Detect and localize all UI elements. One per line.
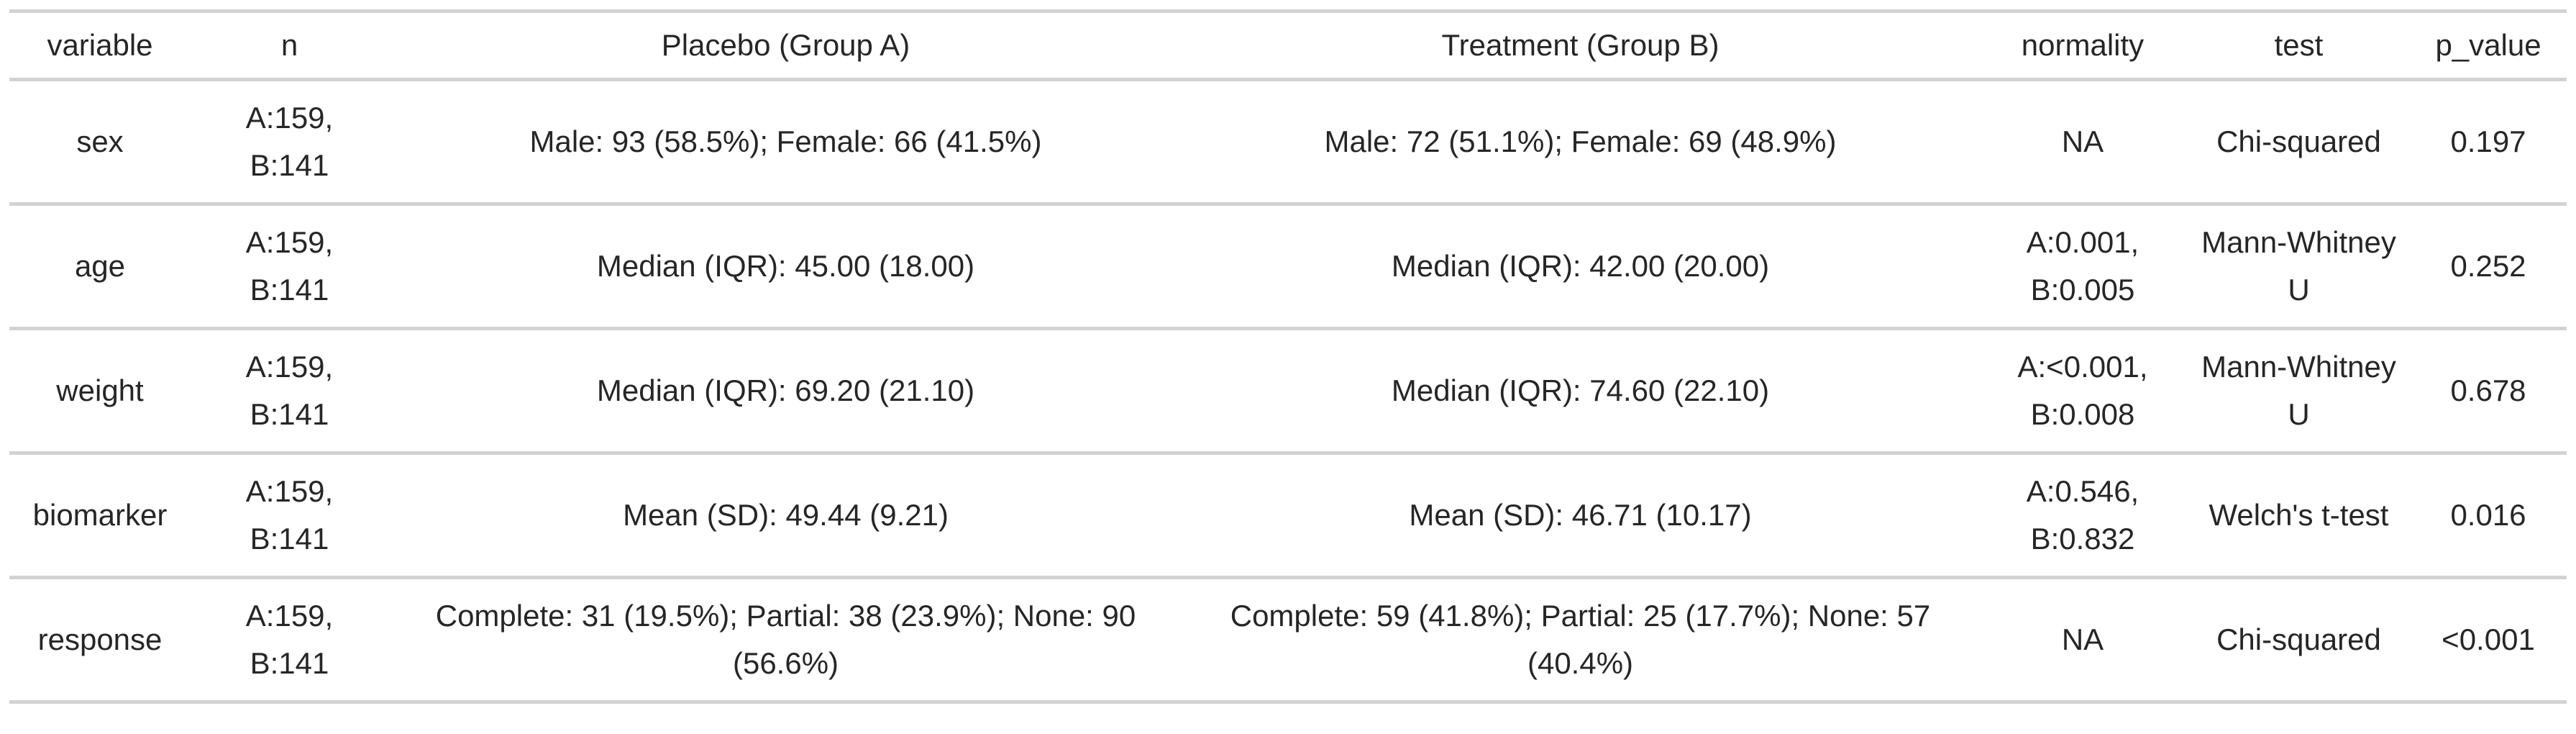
cell-variable: biomarker bbox=[32, 498, 168, 532]
cell-test: Mann-Whitney U bbox=[2201, 225, 2396, 307]
cell-normality: NA bbox=[2061, 124, 2104, 158]
cell-p-value: 0.197 bbox=[2450, 124, 2526, 158]
cell-normality: A:0.001, B:0.005 bbox=[2026, 225, 2139, 307]
cell-n: A:159, B:141 bbox=[245, 350, 334, 431]
cell-normality: A:0.546, B:0.832 bbox=[2026, 474, 2139, 556]
cell-test: Chi-squared bbox=[2216, 124, 2381, 158]
cell-test: Welch's t-test bbox=[2209, 498, 2389, 532]
cell-variable: response bbox=[37, 622, 163, 656]
cell-p-value: 0.252 bbox=[2450, 249, 2526, 283]
cell-n: A:159, B:141 bbox=[245, 599, 334, 680]
table-row-age: age A:159, B:141 Median (IQR): 45.00 (18… bbox=[9, 204, 2567, 329]
cell-group-b: Median (IQR): 74.60 (22.10) bbox=[1391, 373, 1770, 407]
header-row: variable n Placebo (Group A) Treatment (… bbox=[9, 11, 2567, 80]
summary-table: variable n Placebo (Group A) Treatment (… bbox=[9, 9, 2567, 704]
cell-group-a: Mean (SD): 49.44 (9.21) bbox=[623, 498, 949, 532]
cell-group-a: Median (IQR): 45.00 (18.00) bbox=[596, 249, 975, 283]
cell-group-a: Male: 93 (58.5%); Female: 66 (41.5%) bbox=[529, 124, 1042, 158]
cell-test: Mann-Whitney U bbox=[2201, 350, 2396, 431]
table-row-weight: weight A:159, B:141 Median (IQR): 69.20 … bbox=[9, 328, 2567, 453]
column-header-placebo-group-a: Placebo (Group A) bbox=[661, 28, 910, 62]
cell-normality: A:<0.001, B:0.008 bbox=[2017, 350, 2148, 431]
table-row-biomarker: biomarker A:159, B:141 Mean (SD): 49.44 … bbox=[9, 453, 2567, 578]
cell-n: A:159, B:141 bbox=[245, 474, 334, 556]
cell-group-b: Mean (SD): 46.71 (10.17) bbox=[1409, 498, 1752, 532]
column-header-n: n bbox=[280, 28, 298, 62]
column-header-normality: normality bbox=[2021, 28, 2145, 62]
cell-group-b: Complete: 59 (41.8%); Partial: 25 (17.7%… bbox=[1230, 599, 1931, 680]
column-header-p-value: p_value bbox=[2435, 28, 2541, 62]
cell-group-b: Median (IQR): 42.00 (20.00) bbox=[1391, 249, 1770, 283]
cell-n: A:159, B:141 bbox=[245, 225, 334, 307]
column-header-test: test bbox=[2274, 28, 2324, 62]
table-row-response: response A:159, B:141 Complete: 31 (19.5… bbox=[9, 577, 2567, 702]
cell-p-value: 0.016 bbox=[2450, 498, 2526, 532]
table-row-sex: sex A:159, B:141 Male: 93 (58.5%); Femal… bbox=[9, 79, 2567, 204]
cell-group-b: Male: 72 (51.1%); Female: 69 (48.9%) bbox=[1324, 124, 1837, 158]
cell-test: Chi-squared bbox=[2216, 622, 2381, 656]
column-header-treatment-group-b: Treatment (Group B) bbox=[1441, 28, 1719, 62]
cell-group-a: Median (IQR): 69.20 (21.10) bbox=[596, 373, 975, 407]
cell-p-value: 0.678 bbox=[2450, 373, 2526, 407]
cell-group-a: Complete: 31 (19.5%); Partial: 38 (23.9%… bbox=[435, 599, 1136, 680]
cell-n: A:159, B:141 bbox=[245, 101, 334, 182]
cell-variable: sex bbox=[76, 124, 124, 158]
cell-variable: weight bbox=[56, 373, 144, 407]
cell-normality: NA bbox=[2061, 622, 2104, 656]
cell-variable: age bbox=[74, 249, 126, 283]
column-header-variable: variable bbox=[47, 28, 153, 62]
cell-p-value: <0.001 bbox=[2442, 622, 2535, 656]
